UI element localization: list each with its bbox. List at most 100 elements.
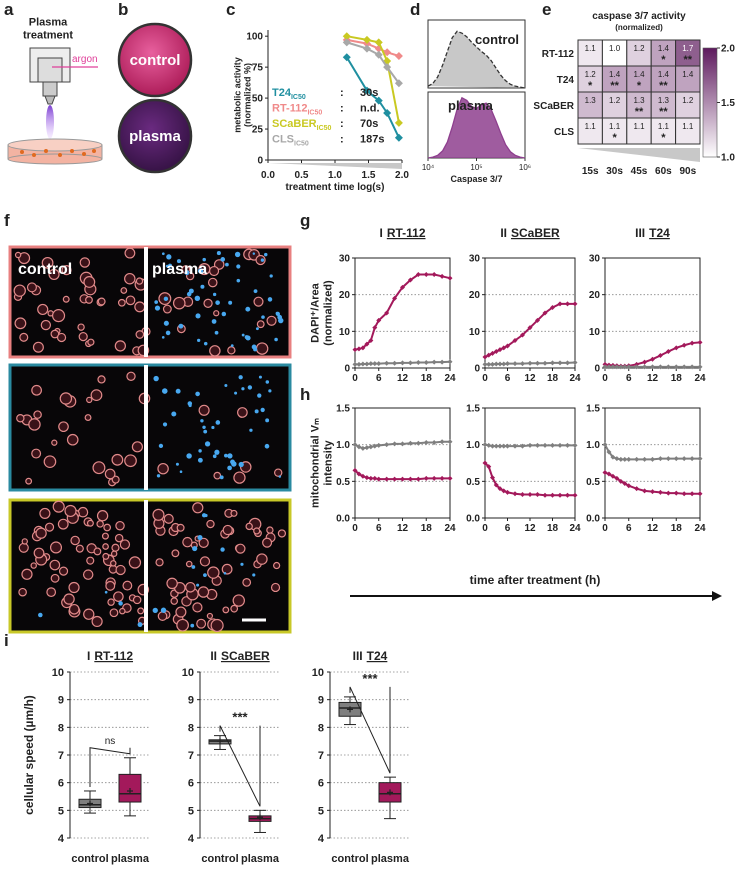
device-title: Plasma treatment xyxy=(22,16,74,41)
data-point xyxy=(368,444,374,450)
cell xyxy=(119,607,126,615)
nucleus xyxy=(171,411,177,417)
cell xyxy=(44,522,55,532)
nucleus xyxy=(264,252,268,257)
data-point xyxy=(535,360,540,366)
cell xyxy=(49,559,61,571)
y-tick-label: 1.5 xyxy=(466,404,480,415)
data-point xyxy=(527,325,533,331)
cell-label: 1.2 xyxy=(682,96,694,105)
cell xyxy=(120,287,128,294)
series-line xyxy=(604,471,700,495)
series-label: plasma xyxy=(448,98,494,113)
data-point xyxy=(482,354,488,360)
cell xyxy=(273,561,281,570)
cell xyxy=(124,272,136,285)
significance: ** xyxy=(684,54,693,66)
cell xyxy=(117,298,126,307)
data-point xyxy=(490,350,495,356)
nucleus xyxy=(191,565,196,569)
nucleus xyxy=(215,300,220,305)
cell xyxy=(155,558,164,567)
cell xyxy=(198,537,209,548)
data-point xyxy=(665,456,671,462)
data-point xyxy=(673,490,679,496)
data-point xyxy=(606,364,612,370)
mean-marker xyxy=(127,787,133,794)
y-tick-label: 10 xyxy=(589,327,601,338)
histogram-area xyxy=(427,30,526,89)
data-point xyxy=(383,63,392,72)
cell xyxy=(50,573,60,583)
data-point xyxy=(650,364,655,370)
column-label: 30s xyxy=(606,166,623,177)
data-point xyxy=(610,473,616,479)
data-point xyxy=(394,118,403,127)
title-index: II xyxy=(500,226,507,240)
nucleus xyxy=(212,454,217,459)
nucleus xyxy=(234,391,238,395)
cell xyxy=(77,323,85,331)
x-axis-label: treatment time log(s) xyxy=(286,182,385,193)
data-point xyxy=(557,360,563,366)
dish-label: control xyxy=(130,52,181,69)
cell-label: 1.1 xyxy=(658,122,670,131)
legend-separator: : xyxy=(340,103,344,115)
title-index: III xyxy=(635,226,645,240)
data-point xyxy=(486,464,492,470)
data-point xyxy=(368,361,374,367)
data-point xyxy=(520,332,525,338)
nucleus xyxy=(264,443,270,449)
cell-label: 1.1 xyxy=(633,122,645,131)
y-tick-label: 7 xyxy=(188,750,194,762)
nucleus xyxy=(247,385,253,390)
cell xyxy=(19,332,29,342)
y-tick-label: 4 xyxy=(318,833,325,845)
x-tick-label: 12 xyxy=(397,523,409,534)
nucleus xyxy=(195,391,200,397)
nucleus xyxy=(214,330,219,335)
data-point xyxy=(689,364,695,370)
data-point xyxy=(384,442,390,448)
y-tick-label: 10 xyxy=(312,667,324,679)
x-tick-label: 12 xyxy=(524,523,536,534)
nucleus xyxy=(238,375,243,380)
data-point xyxy=(497,486,503,492)
data-point xyxy=(557,442,563,448)
cell xyxy=(124,247,136,259)
cell xyxy=(70,535,80,546)
y-tick-label: 50 xyxy=(252,94,264,105)
nucleus xyxy=(268,389,272,393)
y-tick-label: 6 xyxy=(318,778,324,790)
cell xyxy=(86,556,95,565)
nucleus xyxy=(184,270,190,276)
x-tick-label: 24 xyxy=(444,373,456,384)
y-tick-label: 10 xyxy=(52,667,64,679)
cell xyxy=(266,526,274,534)
y-tick-label: 1.0 xyxy=(586,440,600,451)
data-point xyxy=(356,471,362,477)
data-point xyxy=(415,272,421,277)
data-point xyxy=(360,445,366,451)
data-point xyxy=(497,347,503,353)
series-label: control xyxy=(475,32,519,47)
y-tick-label: 30 xyxy=(339,254,351,265)
data-point xyxy=(634,456,640,462)
cell xyxy=(43,455,57,469)
nucleus xyxy=(38,612,43,618)
nucleus xyxy=(251,344,257,350)
y-tick-label: 25 xyxy=(252,125,264,136)
data-point xyxy=(550,442,555,448)
legend-value: 70s xyxy=(360,118,378,130)
cell xyxy=(111,453,124,466)
title-name: RT-112 xyxy=(387,226,426,240)
cell xyxy=(66,433,79,446)
legend-subscript: IC50 xyxy=(294,141,309,148)
y-axis-label: mitochondrial Vₘ intensity xyxy=(309,418,334,508)
cell xyxy=(255,342,269,355)
nucleus xyxy=(178,323,184,329)
plot-frame xyxy=(604,257,701,369)
data-point xyxy=(376,317,382,323)
x-tick-label: 18 xyxy=(421,523,433,534)
data-point xyxy=(368,338,374,343)
